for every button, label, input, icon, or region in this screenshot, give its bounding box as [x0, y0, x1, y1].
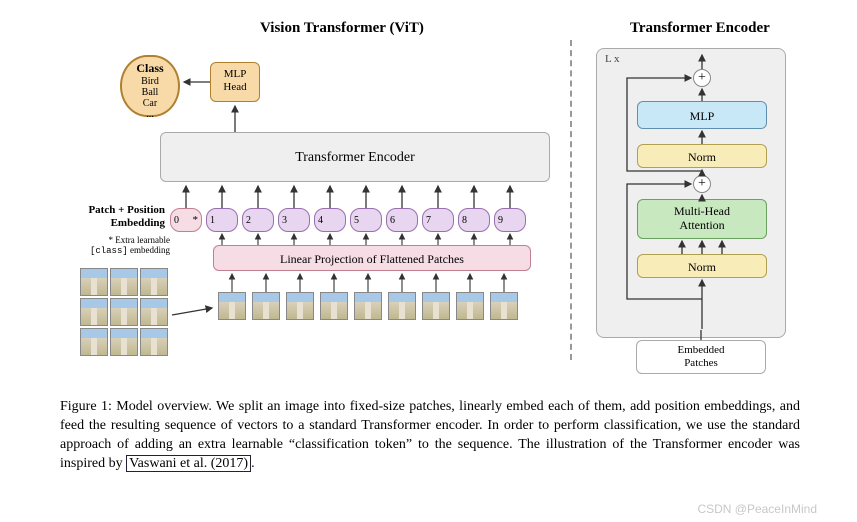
class-item: Bird	[122, 76, 178, 87]
patch	[80, 268, 108, 296]
patch	[110, 268, 138, 296]
mlp-block: MLP	[637, 101, 767, 129]
patch	[456, 292, 484, 320]
transformer-encoder-box: Transformer Encoder	[160, 132, 550, 182]
token: 4	[314, 208, 346, 232]
vertical-divider	[570, 40, 572, 360]
patch	[252, 292, 280, 320]
patch	[286, 292, 314, 320]
patch	[110, 298, 138, 326]
class-output-box: Class Bird Ball Car ...	[120, 55, 180, 117]
patch	[140, 268, 168, 296]
patch	[354, 292, 382, 320]
norm-block: Norm	[637, 144, 767, 168]
token: 6	[386, 208, 418, 232]
embedded-patches-label: EmbeddedPatches	[677, 344, 724, 369]
extra-learnable-label: * Extra learnable [class] embedding	[70, 235, 170, 257]
norm-block: Norm	[637, 254, 767, 278]
token: 7	[422, 208, 454, 232]
class-item: Ball	[122, 87, 178, 98]
token: 8	[458, 208, 490, 232]
class-header: Class	[122, 61, 178, 76]
residual-add-icon: +	[693, 69, 711, 87]
patch	[422, 292, 450, 320]
token: 1	[206, 208, 238, 232]
title-encoder: Transformer Encoder	[630, 20, 770, 37]
class-item: Car	[122, 98, 178, 109]
residual-add-icon: +	[693, 175, 711, 193]
patch	[110, 328, 138, 356]
token: 5	[350, 208, 382, 232]
embedded-patches-box: EmbeddedPatches	[636, 340, 766, 374]
token-cls: 0*	[170, 208, 202, 232]
multihead-attention-block: Multi-HeadAttention	[637, 199, 767, 239]
linear-projection-box: Linear Projection of Flattened Patches	[213, 245, 531, 271]
figure-number: Figure 1:	[60, 399, 112, 414]
token-row: 0* 1 2 3 4 5 6 7 8 9	[170, 208, 526, 232]
patch-sequence	[218, 292, 518, 320]
citation: Vaswani et al. (2017)	[126, 455, 251, 472]
watermark: CSDN @PeaceInMind	[697, 502, 817, 516]
mlp-head-label: MLPHead	[223, 68, 246, 93]
class-item: ...	[122, 109, 178, 120]
patch	[80, 298, 108, 326]
patch	[320, 292, 348, 320]
figure-diagram: Vision Transformer (ViT) Transformer Enc…	[60, 20, 800, 380]
arrows-right	[597, 49, 787, 339]
patch-position-label: Patch + Position Embedding	[40, 204, 165, 229]
token: 3	[278, 208, 310, 232]
patch	[388, 292, 416, 320]
linear-projection-label: Linear Projection of Flattened Patches	[280, 252, 464, 266]
image-patch-grid	[80, 268, 168, 356]
figure-caption: Figure 1: Model overview. We split an im…	[60, 398, 800, 474]
patch	[218, 292, 246, 320]
patch	[80, 328, 108, 356]
token: 2	[242, 208, 274, 232]
depth-label: L x	[605, 53, 620, 65]
encoder-detail-box: L x + MLP Norm + Multi-HeadAttention Nor…	[596, 48, 786, 338]
token: 9	[494, 208, 526, 232]
patch	[140, 328, 168, 356]
title-vit: Vision Transformer (ViT)	[260, 20, 424, 37]
patch	[490, 292, 518, 320]
mlp-head-box: MLPHead	[210, 62, 260, 102]
encoder-label: Transformer Encoder	[295, 150, 415, 165]
patch	[140, 298, 168, 326]
